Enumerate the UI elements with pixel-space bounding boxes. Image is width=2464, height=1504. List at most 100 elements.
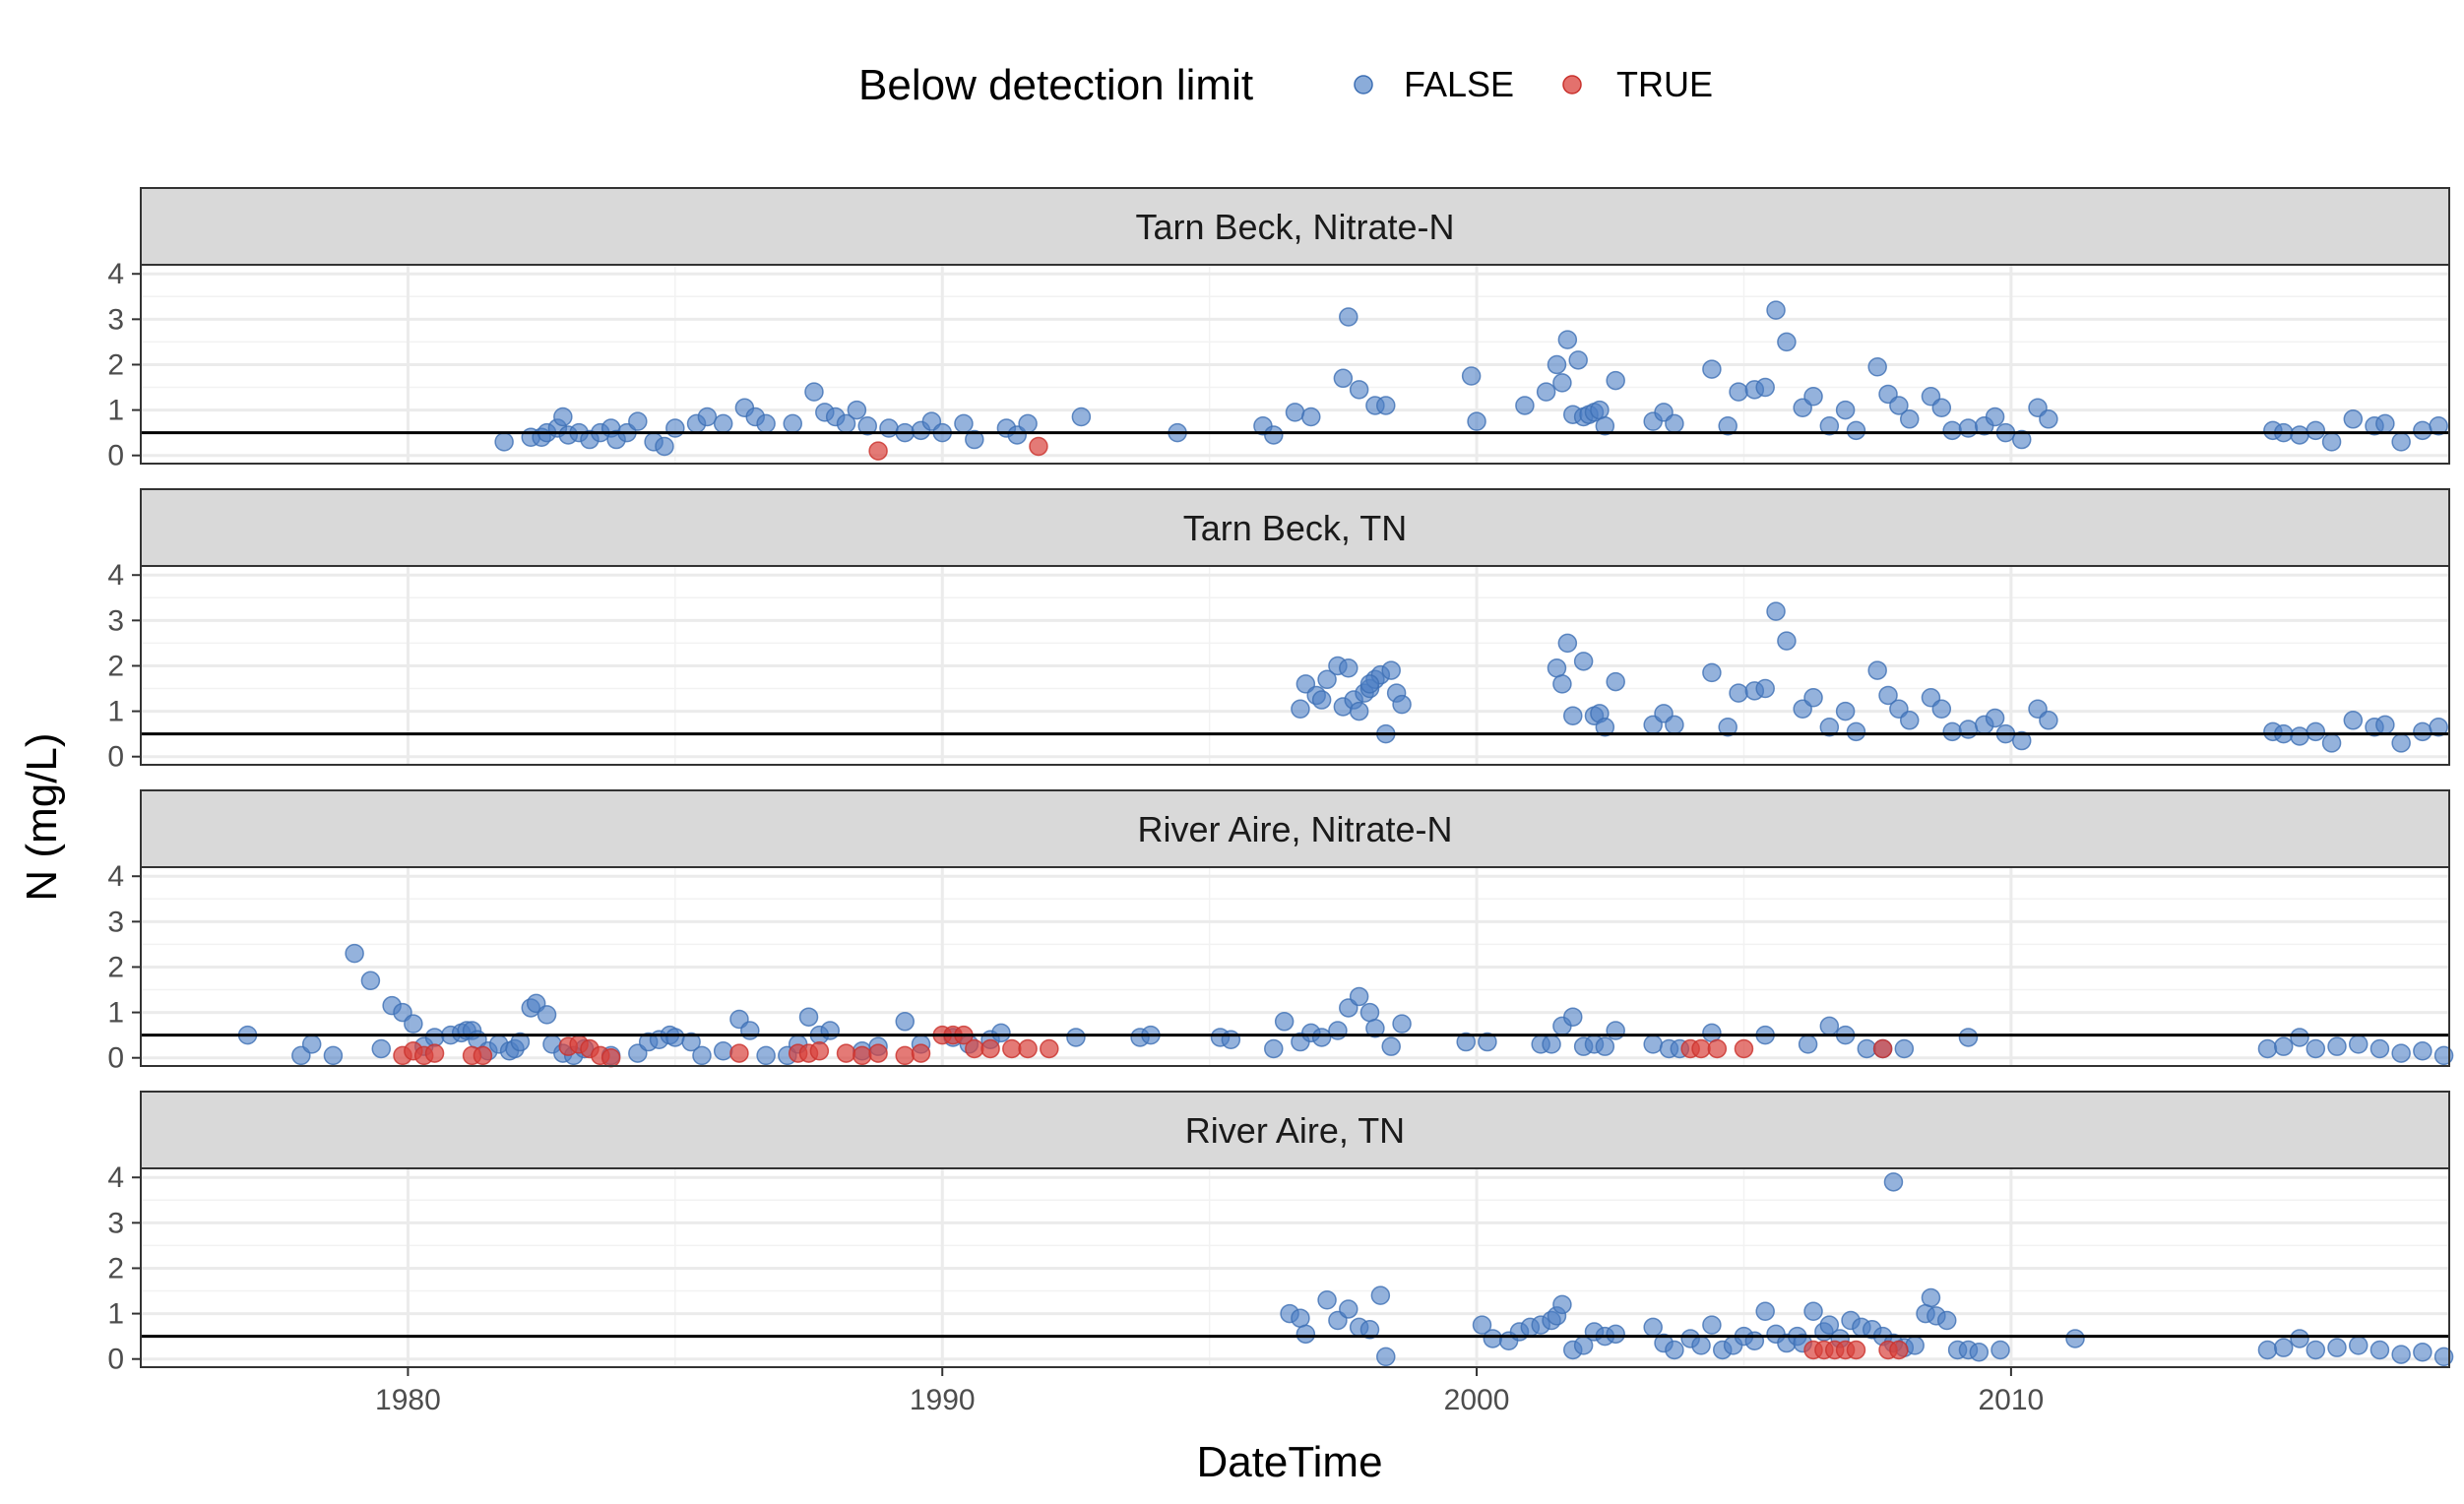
point-false (1899, 409, 1920, 429)
tick-label-y: 1 (107, 395, 124, 427)
x-axis-title: DateTime (1196, 1438, 1382, 1486)
point-true (1846, 1340, 1866, 1360)
point-true (1002, 1038, 1022, 1059)
panel-border (140, 1167, 2450, 1368)
point-false (1563, 1007, 1583, 1027)
legend: Below detection limit FALSE TRUE (858, 61, 1713, 109)
point-false (2039, 711, 2058, 730)
panel-border (140, 264, 2450, 465)
tick-label-y: 2 (107, 1252, 124, 1285)
point-false (2343, 409, 2364, 429)
point-false (1819, 1315, 1840, 1335)
point-false (1595, 415, 1615, 436)
point-false (1606, 370, 1625, 391)
point-false (2306, 721, 2326, 742)
point-true (809, 1041, 830, 1061)
point-false (1333, 368, 1354, 389)
point-false (1606, 1324, 1625, 1345)
point-false (1456, 1032, 1476, 1052)
point-false (1359, 1002, 1380, 1023)
point-false (1563, 706, 1583, 725)
tick-label-y: 3 (107, 303, 124, 336)
point-false (2273, 1338, 2294, 1357)
point-false (2306, 1038, 2326, 1059)
point-false (1702, 1315, 1722, 1335)
point-true (895, 1045, 915, 1066)
point-false (1766, 300, 1786, 320)
point-false (879, 418, 899, 438)
point-false (1819, 415, 1840, 436)
point-false (1066, 1028, 1086, 1047)
point-false (1665, 413, 1684, 434)
point-false (2257, 1038, 2278, 1059)
point-false (1311, 690, 1332, 710)
point-false (713, 413, 733, 434)
point-false (1311, 1028, 1332, 1047)
panel-3: River Aire, TN 0 1 2 3 4 (107, 1091, 2454, 1376)
point-false (697, 407, 718, 427)
point-false (1221, 1030, 1241, 1050)
tick-label-y: 1 (107, 1298, 124, 1331)
point-false (1381, 1036, 1401, 1056)
point-false (681, 1032, 701, 1052)
point-false (895, 1012, 915, 1032)
tick-label-y: 0 (107, 1344, 124, 1376)
point-false (1349, 701, 1369, 721)
point-false (1958, 1028, 1979, 1047)
point-false (1921, 1287, 1941, 1308)
point-false (1359, 1319, 1380, 1340)
point-false (1643, 1034, 1663, 1054)
point-false (2257, 1340, 2278, 1360)
point-false (1835, 400, 1856, 420)
point-false (1515, 396, 1535, 415)
legend-key-true (1562, 75, 1582, 94)
point-false (2413, 721, 2432, 742)
point-false (820, 1021, 840, 1040)
legend-label-false: FALSE (1404, 64, 1514, 104)
point-false (2429, 415, 2448, 436)
point-false (2306, 420, 2326, 441)
tick-label-y: 3 (107, 1207, 124, 1239)
point-false (1595, 717, 1615, 737)
panel-border (140, 565, 2450, 766)
point-false (1285, 403, 1305, 422)
point-false (1958, 418, 1979, 438)
point-false (404, 1014, 423, 1034)
point-false (1899, 711, 1920, 730)
point-false (2348, 1034, 2369, 1054)
point-true (473, 1045, 493, 1066)
point-false (1557, 633, 1578, 654)
point-false (692, 1045, 712, 1066)
point-false (1958, 720, 1979, 739)
point-false (1370, 1285, 1391, 1305)
point-false (1573, 652, 1594, 671)
point-false (1606, 671, 1625, 692)
panel-border (140, 866, 2450, 1067)
point-false (371, 1038, 392, 1059)
y-axis-title: N (mg/L) (18, 732, 66, 901)
point-false (1803, 687, 1823, 708)
point-false (2290, 1028, 2309, 1047)
point-false (345, 943, 364, 964)
point-false (740, 1021, 760, 1040)
point-false (1878, 685, 1898, 706)
panel-1: Tarn Beck, TN 0 1 2 3 4 (107, 488, 2450, 774)
point-false (1349, 986, 1369, 1007)
point-false (1339, 307, 1358, 327)
point-true (965, 1038, 984, 1059)
point-true (1707, 1038, 1728, 1059)
point-false (1857, 1038, 1877, 1059)
point-true (600, 1047, 621, 1068)
point-false (1936, 1310, 1957, 1331)
point-true (1889, 1340, 1909, 1360)
point-true (1029, 436, 1048, 457)
strip-background (140, 187, 2450, 266)
strip-label: Tarn Beck, TN (1183, 508, 1407, 548)
legend-key-false (1354, 75, 1373, 94)
point-false (1264, 1038, 1284, 1059)
point-false (1392, 694, 1412, 715)
point-false (804, 382, 824, 402)
point-false (1547, 658, 1567, 678)
point-false (2375, 413, 2395, 434)
point-false (1766, 601, 1786, 621)
